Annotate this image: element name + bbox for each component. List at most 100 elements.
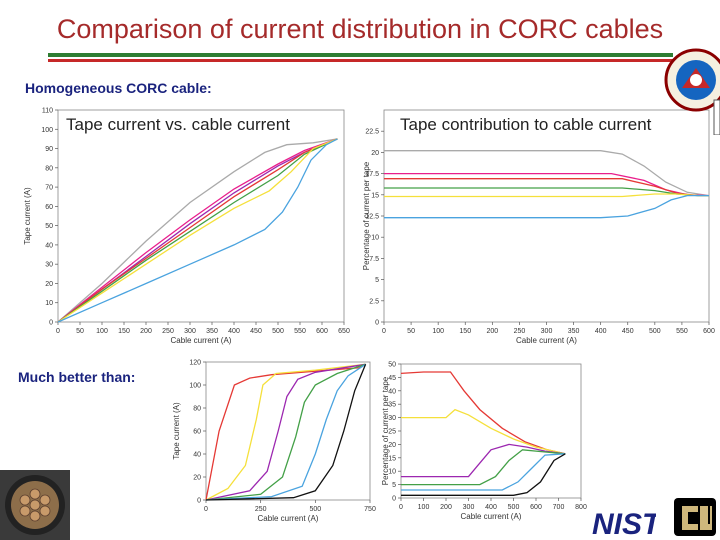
y-tick-label: 30 [45, 262, 53, 269]
x-tick-label: 350 [206, 328, 218, 335]
series-line-5 [57, 138, 338, 323]
y-tick-label: 110 [42, 108, 53, 115]
y-tick-label: 60 [45, 204, 53, 211]
y-tick-label: 90 [45, 146, 53, 153]
x-tick-label: 0 [382, 328, 386, 335]
x-axis-label: Cable current (A) [516, 336, 577, 345]
svg-text:NIST: NIST [592, 508, 656, 538]
y-tick-label: 25 [388, 429, 396, 436]
x-tick-label: 250 [162, 328, 174, 335]
x-tick-label: 0 [204, 506, 208, 513]
x-axis-label: Cable current (A) [258, 514, 319, 523]
y-tick-label: 10 [371, 235, 379, 242]
y-tick-label: 0 [392, 496, 396, 503]
y-tick-label: 5 [392, 482, 396, 489]
series-line-2 [205, 363, 366, 501]
series-line-3 [401, 449, 566, 486]
chart-title: Tape contribution to cable current [400, 115, 652, 134]
y-tick-label: 10 [45, 300, 53, 307]
y-tick-label: 80 [193, 406, 201, 413]
y-tick-label: 40 [388, 388, 396, 395]
x-tick-label: 500 [272, 328, 284, 335]
x-tick-label: 450 [250, 328, 262, 335]
y-tick-label: 10 [388, 469, 396, 476]
x-tick-label: 0 [56, 328, 60, 335]
lab-seal-logo [664, 48, 720, 135]
y-tick-label: 0 [375, 320, 379, 327]
nist-logo: NIST [592, 508, 656, 538]
y-tick-label: 20 [388, 442, 396, 449]
series-line-1 [205, 363, 366, 501]
x-tick-label: 500 [508, 504, 520, 511]
x-tick-label: 200 [140, 328, 152, 335]
inhomogeneous-tape-current-chart: 0 20 40 60 80 100 120 0 250 500 750 Cable current (… [172, 360, 376, 524]
x-tick-label: 300 [463, 504, 475, 511]
x-axis-label: Cable current (A) [461, 512, 522, 521]
x-tick-label: 550 [676, 328, 688, 335]
x-tick-label: 500 [649, 328, 661, 335]
series-line-0 [384, 150, 710, 197]
x-tick-label: 50 [76, 328, 84, 335]
series-line-5 [401, 453, 566, 496]
x-tick-label: 700 [553, 504, 565, 511]
series-line-4 [57, 138, 338, 323]
x-tick-label: 600 [530, 504, 542, 511]
x-tick-label: 400 [595, 328, 607, 335]
x-tick-label: 350 [568, 328, 580, 335]
y-tick-label: 120 [189, 360, 201, 367]
series-line-1 [57, 138, 338, 323]
y-tick-label: 2.5 [369, 298, 379, 305]
y-tick-label: 22.5 [365, 129, 379, 136]
x-tick-label: 150 [118, 328, 130, 335]
y-tick-label: 100 [41, 127, 53, 134]
x-axis-label: Cable current (A) [171, 336, 232, 345]
x-tick-label: 150 [459, 328, 471, 335]
y-tick-label: 20 [371, 150, 379, 157]
x-tick-label: 250 [514, 328, 526, 335]
x-tick-label: 750 [364, 506, 376, 513]
series-line-3 [57, 138, 338, 323]
x-tick-label: 800 [575, 504, 587, 511]
slide-title: Comparison of current distribution in CO… [56, 14, 664, 44]
y-tick-label: 12.5 [365, 214, 379, 221]
y-tick-label: 60 [193, 429, 201, 436]
series-line-5 [384, 194, 709, 219]
series-line-2 [401, 443, 566, 478]
title-rule-green [48, 53, 673, 57]
plot-frame [383, 109, 710, 323]
x-tick-label: 550 [294, 328, 306, 335]
y-axis-label: Percentage of current per tape [381, 376, 390, 485]
cu-logo [674, 498, 716, 536]
plot-frame [400, 363, 582, 499]
x-tick-label: 400 [228, 328, 240, 335]
section-homogeneous-label: Homogeneous CORC cable: [25, 80, 212, 96]
cable-cross-section-image [0, 470, 70, 540]
series-line-4 [401, 453, 566, 491]
x-tick-label: 300 [541, 328, 553, 335]
y-tick-label: 20 [45, 281, 53, 288]
y-tick-label: 40 [45, 242, 53, 249]
series-line-0 [57, 138, 338, 323]
x-tick-label: 650 [338, 328, 350, 335]
x-tick-label: 100 [432, 328, 444, 335]
y-tick-label: 5 [375, 277, 379, 284]
x-tick-label: 100 [96, 328, 108, 335]
y-axis-label: Tape current (A) [172, 402, 181, 460]
y-tick-label: 100 [189, 383, 201, 390]
x-tick-label: 200 [486, 328, 498, 335]
y-tick-label: 0 [49, 320, 53, 327]
y-tick-label: 20 [193, 475, 201, 482]
y-tick-label: 45 [388, 375, 396, 382]
y-tick-label: 0 [197, 498, 201, 505]
y-tick-label: 35 [388, 402, 396, 409]
y-tick-label: 30 [388, 415, 396, 422]
y-axis-label: Tape current (A) [23, 187, 32, 245]
chart-title: Tape current vs. cable current [66, 115, 290, 134]
x-tick-label: 450 [622, 328, 634, 335]
tape-contribution-chart: 0 2.5 5 7.5 10 12.5 15 17.5 20 22.5 0 50 100 150 200 25… [362, 109, 715, 345]
plot-frame [205, 361, 371, 501]
series-line-1 [401, 408, 566, 455]
y-tick-label: 70 [45, 185, 53, 192]
x-tick-label: 200 [440, 504, 452, 511]
